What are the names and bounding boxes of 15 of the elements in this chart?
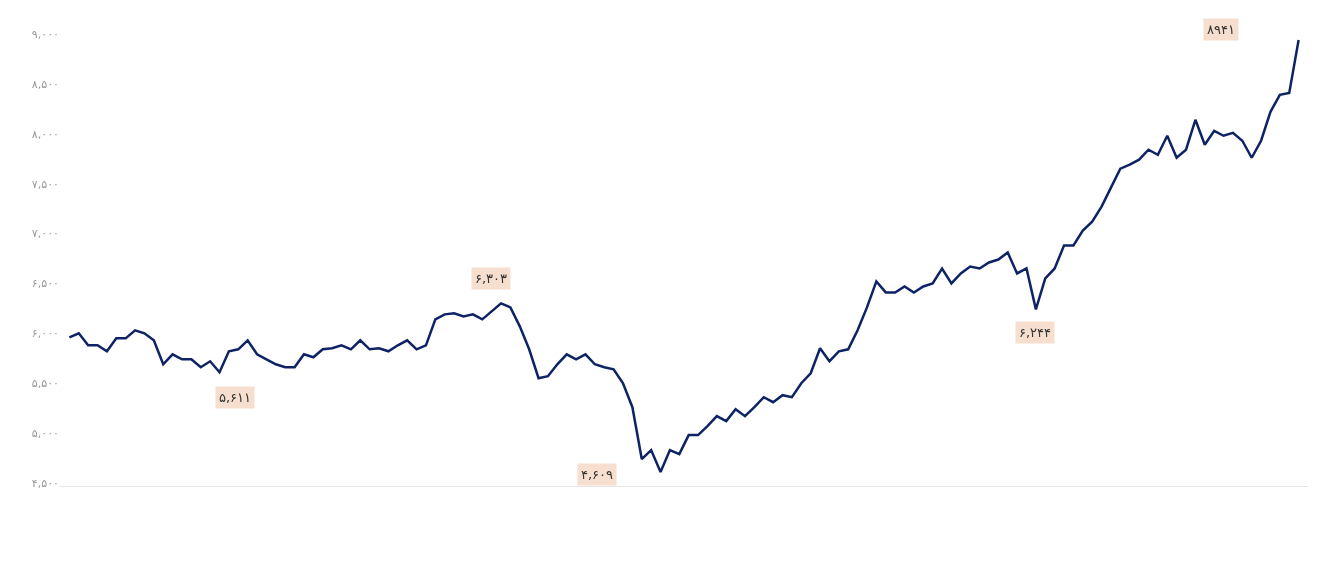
y-tick-label: ۷,۰۰۰ — [31, 227, 59, 241]
y-tick-label: ۴,۵۰۰ — [31, 476, 59, 490]
annotation: ۶,۲۴۴ — [1019, 325, 1052, 340]
annotation: ۵,۶۱۱ — [219, 390, 252, 405]
y-tick-label: ۵,۵۰۰ — [31, 377, 59, 391]
y-tick-label: ۸,۵۰۰ — [31, 77, 59, 91]
annotation: ۴,۶۰۹ — [581, 467, 614, 482]
y-tick-label: ۵,۰۰۰ — [31, 426, 59, 440]
annotation: ۶,۳۰۳ — [475, 271, 508, 286]
y-tick-label: ۸,۰۰۰ — [31, 127, 59, 141]
y-tick-label: ۷,۵۰۰ — [31, 177, 59, 191]
y-tick-label: ۶,۵۰۰ — [31, 277, 59, 291]
annotation: ۸۹۴۱ — [1207, 22, 1235, 37]
y-tick-label: ۹,۰۰۰ — [31, 27, 59, 41]
y-tick-label: ۶,۰۰۰ — [31, 327, 59, 341]
